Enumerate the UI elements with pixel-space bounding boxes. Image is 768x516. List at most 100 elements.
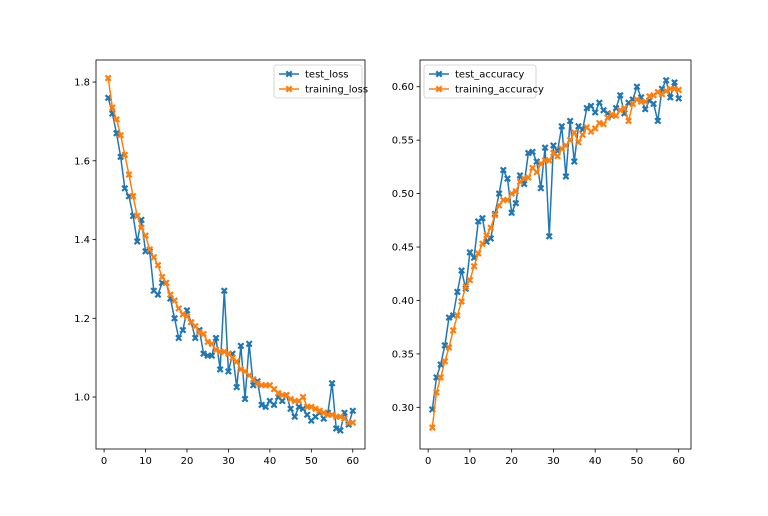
data-point xyxy=(179,326,187,334)
data-point xyxy=(108,104,116,112)
data-point xyxy=(545,232,553,240)
legend-marker xyxy=(285,70,293,78)
axes-frame xyxy=(95,59,366,450)
data-point xyxy=(491,211,499,219)
data-point xyxy=(278,397,286,405)
y-tick-label: 1.2 xyxy=(74,314,90,325)
x-tick-label: 40 xyxy=(264,456,277,467)
data-point xyxy=(453,288,461,296)
data-point xyxy=(478,214,486,222)
data-point xyxy=(487,224,495,232)
data-point xyxy=(328,379,336,387)
subplot-1: 0 10 20 30 40 50 60 1.0 1.2 1.4 1.6 1.8 test_losstra… xyxy=(74,59,368,467)
data-point xyxy=(524,174,532,182)
data-point xyxy=(503,175,512,183)
data-point xyxy=(470,262,478,270)
data-point xyxy=(432,388,441,396)
data-point xyxy=(508,190,516,198)
data-point xyxy=(650,100,658,108)
data-point xyxy=(270,401,278,409)
x-tick-label: 0 xyxy=(425,456,431,467)
data-point xyxy=(466,276,474,284)
data-point xyxy=(262,403,270,411)
data-point xyxy=(583,104,591,112)
legend-entry: test_accuracy xyxy=(429,70,524,81)
x-tick-label: 60 xyxy=(346,456,359,467)
legend-label: test_loss xyxy=(305,70,349,81)
data-point xyxy=(299,405,307,413)
data-point xyxy=(633,83,641,91)
data-point xyxy=(441,357,449,365)
x-tick-label: 30 xyxy=(222,456,235,467)
data-point xyxy=(117,153,125,161)
y-tick-label: 0.50 xyxy=(392,189,414,200)
legend-box xyxy=(423,64,537,99)
data-point xyxy=(520,180,528,188)
data-point xyxy=(591,124,599,132)
data-point xyxy=(449,326,457,334)
data-point xyxy=(570,129,578,137)
data-point xyxy=(562,141,570,150)
data-point xyxy=(591,108,599,116)
data-point xyxy=(554,152,562,160)
data-point xyxy=(191,334,199,342)
data-point xyxy=(595,99,603,107)
data-point xyxy=(129,192,137,200)
x-tick-label: 10 xyxy=(139,456,152,467)
data-point xyxy=(121,151,129,159)
data-point xyxy=(570,157,578,166)
data-point xyxy=(670,78,679,86)
data-point xyxy=(641,105,649,113)
data-point xyxy=(141,232,150,240)
data-point xyxy=(654,117,662,125)
data-point xyxy=(512,199,520,207)
data-point xyxy=(158,273,166,281)
x-tick-label: 10 xyxy=(464,456,477,467)
y-tick-label: 0.55 xyxy=(392,136,414,147)
legend-marker xyxy=(435,70,443,78)
data-point xyxy=(349,407,357,415)
data-point xyxy=(117,131,125,139)
legend: test_accuracy training_accuracy xyxy=(423,64,544,99)
data-point xyxy=(508,209,516,217)
data-point xyxy=(170,297,179,305)
data-point xyxy=(154,261,162,269)
data-point xyxy=(212,334,220,342)
data-point xyxy=(512,187,520,196)
legend-marker xyxy=(285,85,293,93)
data-point xyxy=(445,343,453,352)
data-point xyxy=(675,86,683,94)
data-point xyxy=(528,148,537,156)
data-point xyxy=(146,245,154,253)
data-point xyxy=(175,304,183,312)
y-tick-label: 0.35 xyxy=(392,349,414,360)
data-point xyxy=(336,426,344,435)
x-tick-label: 30 xyxy=(547,456,560,467)
data-point xyxy=(666,93,674,101)
data-point xyxy=(150,253,158,261)
data-point xyxy=(579,131,587,139)
data-point xyxy=(457,297,466,306)
data-point xyxy=(133,212,141,220)
data-point xyxy=(574,138,583,146)
series-line xyxy=(107,97,354,432)
data-point xyxy=(537,184,545,192)
data-point xyxy=(457,266,466,275)
data-point xyxy=(453,311,461,319)
data-point xyxy=(462,283,470,291)
data-point xyxy=(245,340,253,348)
data-point xyxy=(612,112,620,120)
series-line xyxy=(431,78,680,410)
series-test_loss xyxy=(104,94,357,435)
data-point xyxy=(503,196,512,204)
legend-label: training_accuracy xyxy=(455,85,544,96)
data-point xyxy=(233,358,241,366)
x-tick-label: 40 xyxy=(589,456,602,467)
legend-label: test_accuracy xyxy=(455,70,524,81)
data-point xyxy=(495,190,503,198)
data-point xyxy=(166,291,174,299)
legend-label: training_loss xyxy=(305,85,368,96)
data-point xyxy=(224,367,232,375)
data-point xyxy=(237,342,245,350)
